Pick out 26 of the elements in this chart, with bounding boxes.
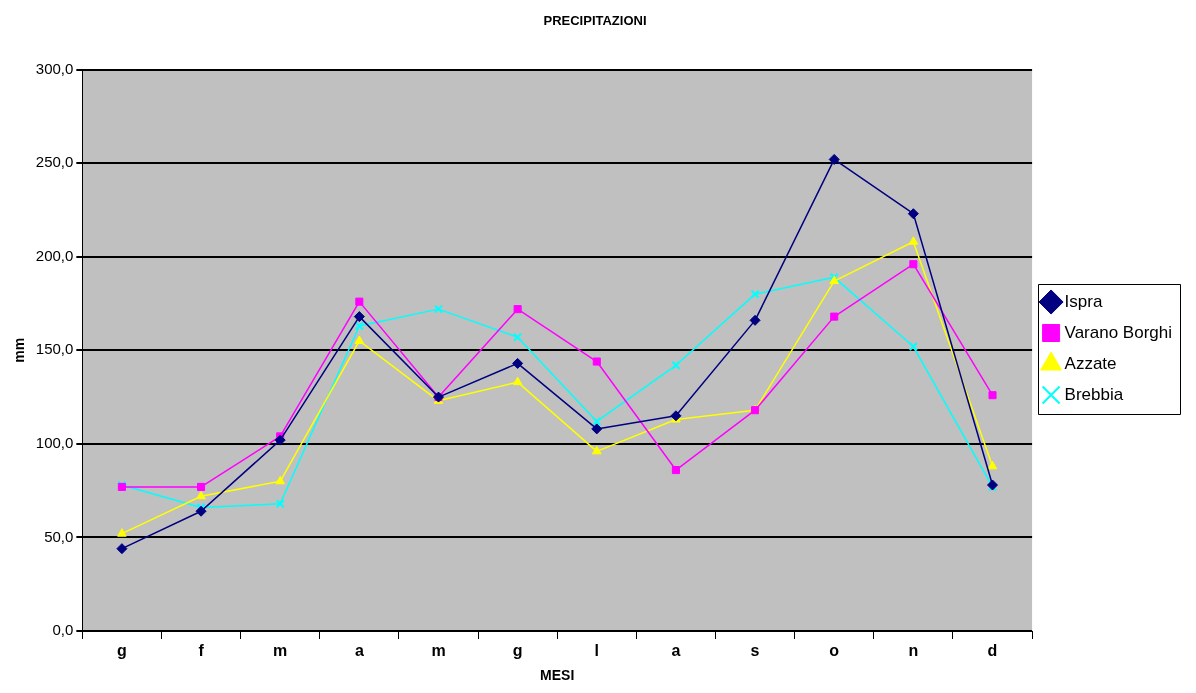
x-tick-label: a — [354, 642, 364, 660]
legend-label: Ispra — [1064, 291, 1103, 311]
x-tick-label: o — [829, 642, 840, 660]
legend-label: Brebbia — [1064, 384, 1124, 404]
y-axis-title: mm — [11, 337, 28, 363]
legend-label: Varano Borghi — [1064, 322, 1172, 342]
legend-label: Azzate — [1064, 353, 1117, 373]
x-tick-label: g — [512, 642, 523, 660]
chart-title: PRECIPITAZIONI — [543, 13, 647, 29]
y-tick-label: 250,0 — [35, 153, 74, 171]
y-tick-label: 100,0 — [35, 434, 74, 452]
x-tick-label: m — [273, 642, 288, 660]
x-tick-label: m — [431, 642, 446, 660]
x-tick-label: f — [198, 642, 205, 660]
x-tick-label: n — [908, 642, 919, 660]
y-tick-label: 300,0 — [35, 59, 74, 77]
x-tick-label: g — [117, 642, 127, 660]
y-tick-label: 150,0 — [35, 340, 74, 358]
x-tick-label: d — [987, 642, 998, 660]
x-tick-label: s — [750, 642, 760, 660]
y-tick-label: 50,0 — [44, 527, 74, 545]
y-tick-label: 200,0 — [35, 246, 74, 264]
y-tick-label: 0,0 — [52, 621, 74, 639]
x-tick-label: a — [671, 642, 681, 660]
x-tick-label: l — [594, 642, 600, 660]
x-axis-title: MESI — [540, 667, 575, 684]
